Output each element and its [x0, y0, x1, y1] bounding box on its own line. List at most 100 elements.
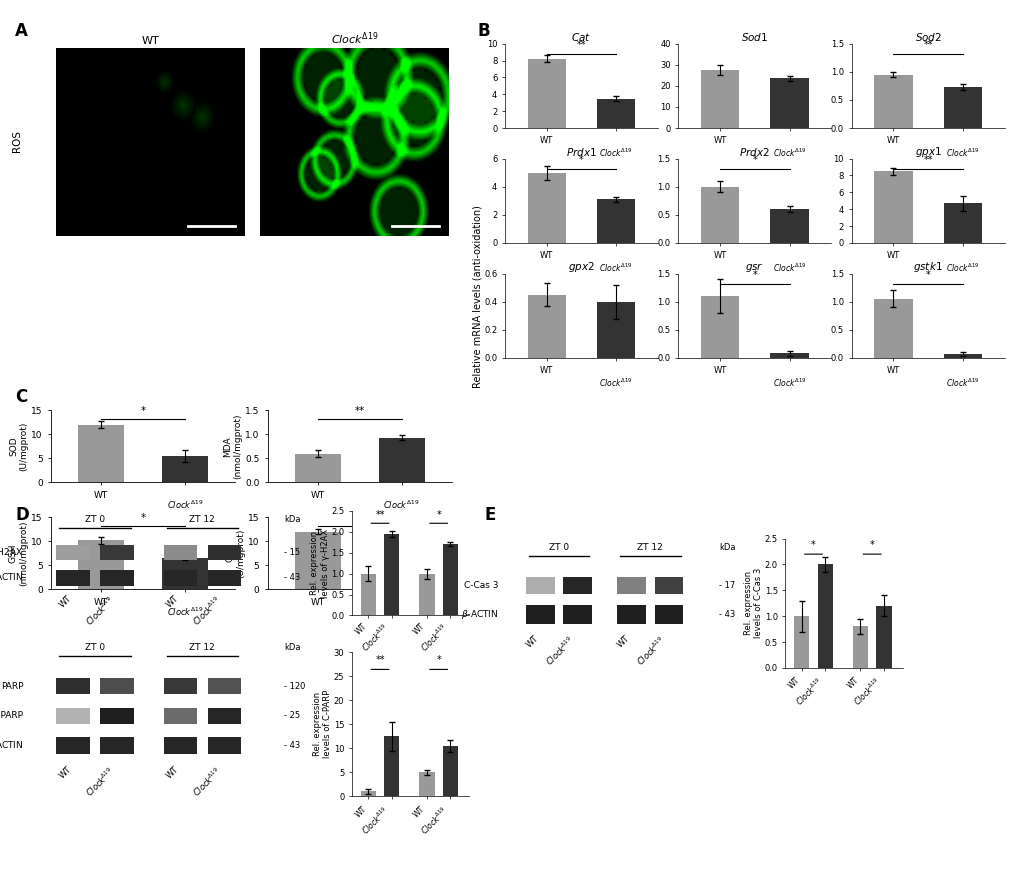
Bar — [616, 577, 645, 595]
Text: *: * — [869, 540, 873, 550]
Text: WT: WT — [786, 676, 801, 691]
Text: WT: WT — [165, 595, 180, 610]
Text: *: * — [141, 406, 146, 416]
Bar — [100, 678, 133, 694]
Text: Clock$^{\Delta19}$: Clock$^{\Delta19}$ — [190, 765, 224, 799]
Title: $\it{Sod1}$: $\it{Sod1}$ — [741, 31, 767, 43]
Text: ZT 0: ZT 0 — [85, 643, 105, 652]
Text: **: ** — [922, 155, 932, 165]
Bar — [562, 605, 591, 624]
Title: $\it{Cat}$: $\it{Cat}$ — [571, 31, 591, 43]
Y-axis label: Rel. expression
levels of C-Cas 3: Rel. expression levels of C-Cas 3 — [743, 568, 762, 638]
Y-axis label: Rel. expression
levels of C-PARP: Rel. expression levels of C-PARP — [313, 690, 332, 759]
Bar — [852, 627, 867, 668]
Text: kDa: kDa — [283, 643, 300, 652]
Text: WT: WT — [524, 634, 540, 650]
Bar — [817, 565, 833, 668]
Text: Clock$^{\Delta19}$: Clock$^{\Delta19}$ — [83, 765, 117, 799]
Text: Clock$^{\Delta19}$: Clock$^{\Delta19}$ — [83, 595, 117, 629]
Bar — [164, 737, 197, 754]
Bar — [616, 605, 645, 624]
Text: **: ** — [576, 40, 586, 51]
Bar — [100, 545, 133, 560]
Text: Clock$^{\Delta19}$: Clock$^{\Delta19}$ — [190, 595, 224, 629]
Title: $\it{Sod2}$: $\it{Sod2}$ — [914, 31, 941, 43]
Bar — [378, 553, 424, 589]
Text: - 17: - 17 — [718, 581, 735, 590]
Bar — [207, 570, 240, 586]
Bar — [527, 294, 566, 358]
Text: *: * — [141, 513, 146, 523]
Title: $\it{Clock}^{\Delta19}$: $\it{Clock}^{\Delta19}$ — [330, 31, 378, 47]
Text: *: * — [357, 513, 362, 523]
Text: *: * — [436, 655, 440, 665]
Bar — [654, 577, 682, 595]
Text: WT: WT — [412, 805, 427, 820]
Text: Relative mRNA levels (anti-oxidation): Relative mRNA levels (anti-oxidation) — [472, 205, 482, 388]
Bar — [943, 87, 981, 128]
Text: $\it{Clock}^{\Delta19}$: $\it{Clock}^{\Delta19}$ — [166, 605, 203, 617]
Text: **: ** — [375, 655, 384, 665]
Bar — [207, 737, 240, 754]
Bar — [700, 70, 739, 128]
Bar — [294, 532, 340, 589]
Bar — [442, 544, 458, 615]
Text: PARP: PARP — [1, 682, 23, 691]
Bar — [207, 708, 240, 724]
Text: $\it{Clock}^{\Delta19}$: $\it{Clock}^{\Delta19}$ — [946, 147, 978, 159]
Bar — [873, 171, 912, 243]
Text: *: * — [752, 155, 756, 165]
Bar — [100, 737, 133, 754]
Text: WT: WT — [165, 765, 180, 780]
Text: B: B — [477, 22, 489, 40]
Text: **: ** — [922, 40, 932, 51]
Bar — [700, 187, 739, 243]
Text: A: A — [15, 22, 29, 40]
Text: WT: WT — [57, 765, 73, 780]
Text: - 25: - 25 — [283, 711, 300, 720]
Text: C-Cas 3: C-Cas 3 — [464, 581, 497, 590]
Text: **: ** — [375, 510, 384, 520]
Bar — [164, 570, 197, 586]
Title: $\it{gpx2}$: $\it{gpx2}$ — [568, 259, 594, 273]
Text: $\it{Clock}^{\Delta19}$: $\it{Clock}^{\Delta19}$ — [772, 376, 805, 388]
Text: $\it{Clock}^{\Delta19}$: $\it{Clock}^{\Delta19}$ — [359, 622, 391, 654]
Bar — [419, 772, 434, 796]
Text: $\it{Clock}^{\Delta19}$: $\it{Clock}^{\Delta19}$ — [946, 262, 978, 274]
Bar — [164, 708, 197, 724]
Bar — [873, 74, 912, 128]
Text: $\it{Clock}^{\Delta19}$: $\it{Clock}^{\Delta19}$ — [599, 262, 632, 274]
Text: $\it{Clock}^{\Delta19}$: $\it{Clock}^{\Delta19}$ — [792, 676, 824, 708]
Text: $\it{Clock}^{\Delta19}$: $\it{Clock}^{\Delta19}$ — [166, 498, 203, 511]
Text: WT: WT — [412, 622, 427, 636]
Bar — [162, 558, 208, 589]
Bar — [384, 533, 399, 615]
Bar — [596, 199, 635, 243]
Text: ZT 12: ZT 12 — [637, 543, 662, 552]
Text: Clock$^{\Delta19}$: Clock$^{\Delta19}$ — [543, 634, 577, 668]
Bar — [526, 577, 554, 595]
Bar — [526, 605, 554, 624]
Bar — [164, 545, 197, 560]
Text: ZT 12: ZT 12 — [190, 515, 215, 524]
Text: WT: WT — [615, 634, 631, 650]
Text: kDa: kDa — [283, 515, 300, 524]
Bar — [794, 616, 809, 668]
Y-axis label: CAT
(U/mgprot): CAT (U/mgprot) — [225, 528, 245, 578]
Bar — [100, 570, 133, 586]
Text: D: D — [15, 506, 29, 525]
Text: $\beta$-ACTIN: $\beta$-ACTIN — [0, 739, 23, 752]
Text: *: * — [752, 271, 756, 280]
Bar — [100, 708, 133, 724]
Bar — [700, 296, 739, 358]
Bar — [162, 456, 208, 482]
Bar — [654, 605, 682, 624]
Text: $\it{Clock}^{\Delta19}$: $\it{Clock}^{\Delta19}$ — [418, 622, 450, 654]
Text: *: * — [436, 510, 440, 520]
Text: WT: WT — [353, 805, 368, 820]
Text: $\it{Clock}^{\Delta19}$: $\it{Clock}^{\Delta19}$ — [599, 376, 632, 388]
Text: $\it{Clock}^{\Delta19}$: $\it{Clock}^{\Delta19}$ — [383, 498, 420, 511]
Bar — [78, 540, 124, 589]
Text: $\it{Clock}^{\Delta19}$: $\it{Clock}^{\Delta19}$ — [851, 676, 883, 708]
Text: $\it{Clock}^{\Delta19}$: $\it{Clock}^{\Delta19}$ — [359, 805, 391, 837]
